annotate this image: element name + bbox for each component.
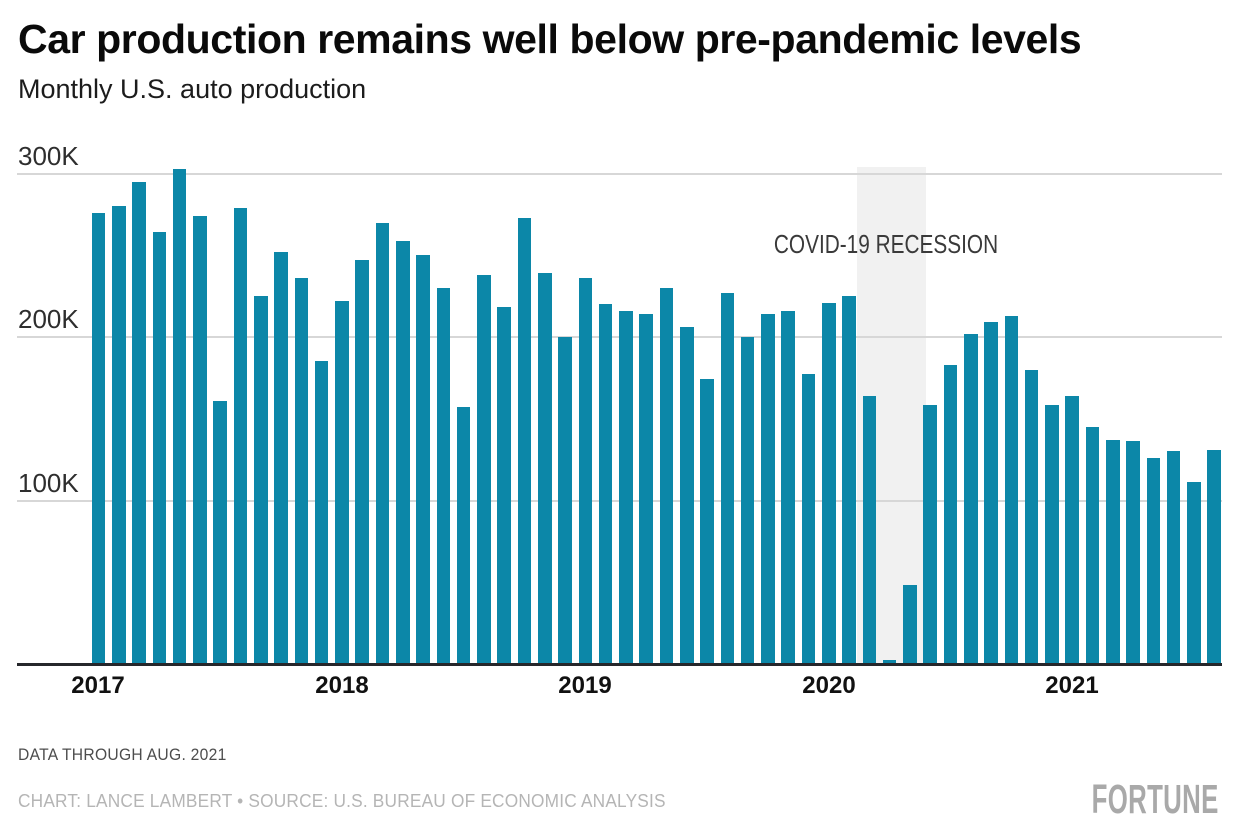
chart-title: Car production remains well below pre-pa… bbox=[18, 16, 1082, 62]
bar-nov-2019[interactable] bbox=[781, 310, 795, 664]
bar-sep-2017[interactable] bbox=[254, 296, 268, 664]
bar-apr-2021[interactable] bbox=[1126, 441, 1140, 664]
bar-mar-2020[interactable] bbox=[862, 395, 877, 664]
bar-oct-2018[interactable] bbox=[517, 217, 532, 664]
bar-nov-2017[interactable] bbox=[294, 278, 309, 664]
bar-aug-2019[interactable] bbox=[720, 292, 735, 664]
recession-annotation: COVID-19 RECESSION bbox=[773, 229, 999, 259]
bar-oct-2020[interactable] bbox=[1004, 315, 1019, 664]
bar-jul-2017[interactable] bbox=[213, 400, 227, 664]
bar-jun-2018[interactable] bbox=[436, 287, 451, 664]
data-note: DATA THROUGH AUG. 2021 bbox=[18, 745, 227, 764]
bar-mar-2017[interactable] bbox=[132, 181, 146, 664]
bar-apr-2017[interactable] bbox=[152, 232, 167, 664]
bar-aug-2020[interactable] bbox=[964, 333, 978, 664]
x-axis-tick-2019: 2019 bbox=[558, 672, 612, 699]
bar-feb-2019[interactable] bbox=[598, 304, 613, 664]
bar-mar-2018[interactable] bbox=[375, 222, 390, 664]
bar-jan-2017[interactable] bbox=[91, 212, 106, 664]
bar-sep-2018[interactable] bbox=[497, 307, 511, 664]
bar-may-2019[interactable] bbox=[659, 287, 674, 664]
y-axis-tick-300k: 300K bbox=[18, 141, 79, 171]
bar-feb-2017[interactable] bbox=[112, 206, 126, 664]
bar-apr-2019[interactable] bbox=[639, 314, 653, 664]
chart-subtitle: Monthly U.S. auto production bbox=[18, 74, 367, 104]
bar-nov-2018[interactable] bbox=[538, 273, 552, 664]
x-axis-tick-2017: 2017 bbox=[71, 672, 125, 699]
bar-aug-2021[interactable] bbox=[1207, 449, 1221, 664]
bar-jan-2020[interactable] bbox=[822, 302, 836, 664]
bar-feb-2021[interactable] bbox=[1085, 426, 1100, 664]
bar-feb-2018[interactable] bbox=[355, 260, 369, 664]
bar-oct-2017[interactable] bbox=[274, 251, 288, 664]
bar-jun-2020[interactable] bbox=[923, 405, 937, 664]
bar-jul-2018[interactable] bbox=[456, 407, 471, 664]
bar-nov-2020[interactable] bbox=[1024, 369, 1039, 664]
bar-jun-2017[interactable] bbox=[193, 216, 207, 664]
x-axis-tick-2020: 2020 bbox=[802, 672, 856, 699]
bar-mar-2021[interactable] bbox=[1106, 439, 1120, 664]
fortune-logo: FORTUNE bbox=[1091, 776, 1219, 822]
bar-mar-2019[interactable] bbox=[619, 310, 633, 664]
bar-oct-2019[interactable] bbox=[761, 314, 775, 664]
y-axis-tick-100k: 100K bbox=[18, 468, 79, 498]
bar-aug-2017[interactable] bbox=[233, 207, 248, 664]
bar-jan-2021[interactable] bbox=[1065, 395, 1079, 664]
bar-jul-2020[interactable] bbox=[943, 364, 958, 664]
gridline-300k bbox=[17, 173, 1222, 175]
bar-aug-2018[interactable] bbox=[477, 274, 491, 664]
y-axis-tick-200k: 200K bbox=[18, 304, 79, 334]
bar-jul-2019[interactable] bbox=[700, 379, 714, 664]
bar-may-2018[interactable] bbox=[416, 255, 430, 664]
bar-jan-2018[interactable] bbox=[335, 300, 349, 664]
bar-jun-2019[interactable] bbox=[680, 327, 694, 664]
bar-dec-2020[interactable] bbox=[1045, 405, 1059, 664]
bar-jan-2019[interactable] bbox=[578, 278, 593, 664]
x-axis-tick-2018: 2018 bbox=[315, 672, 369, 699]
bar-dec-2017[interactable] bbox=[314, 361, 329, 664]
bar-may-2017[interactable] bbox=[172, 168, 187, 664]
x-axis-line bbox=[17, 663, 1222, 666]
bar-feb-2020[interactable] bbox=[842, 296, 856, 664]
bar-dec-2018[interactable] bbox=[558, 336, 572, 664]
bar-dec-2019[interactable] bbox=[801, 374, 816, 664]
credit-line: CHART: LANCE LAMBERT • SOURCE: U.S. BURE… bbox=[18, 791, 666, 811]
bar-sep-2020[interactable] bbox=[984, 322, 998, 664]
plot-area: 300K 200K 100K COVID-19 RECESSION 2017 2… bbox=[17, 141, 1222, 699]
bar-jul-2021[interactable] bbox=[1187, 482, 1201, 664]
bar-may-2021[interactable] bbox=[1146, 457, 1161, 664]
bar-may-2020[interactable] bbox=[903, 585, 917, 664]
bar-apr-2018[interactable] bbox=[396, 240, 410, 664]
x-axis-tick-2021: 2021 bbox=[1045, 672, 1099, 699]
bar-jun-2021[interactable] bbox=[1166, 451, 1181, 664]
bar-apr-2020[interactable] bbox=[882, 660, 897, 664]
bar-sep-2019[interactable] bbox=[740, 336, 755, 664]
